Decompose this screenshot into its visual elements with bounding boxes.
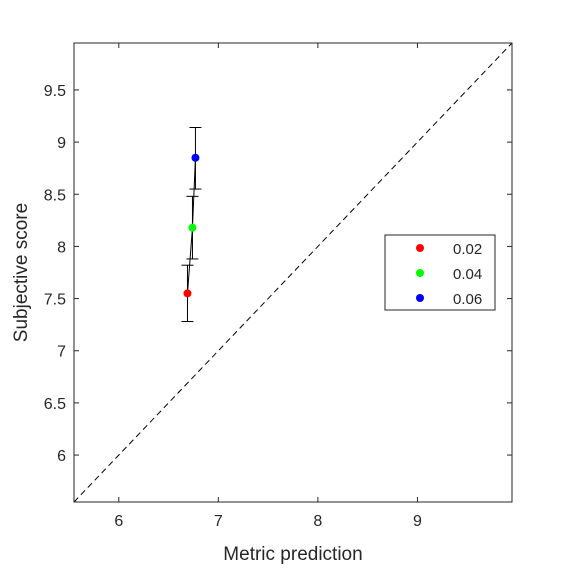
data-point-0.04 xyxy=(188,223,197,232)
legend-marker-0.02 xyxy=(416,244,424,252)
y-tick-label: 9 xyxy=(57,135,66,152)
data-point-0.06 xyxy=(191,153,200,162)
legend-marker-0.06 xyxy=(416,294,424,302)
legend-marker-0.04 xyxy=(416,269,424,277)
legend-box xyxy=(384,234,496,311)
legend-label-0.06: 0.06 xyxy=(453,291,482,308)
y-axis-label: Subjective score xyxy=(11,203,32,342)
x-tick-label: 7 xyxy=(214,513,223,530)
legend-label-0.04: 0.04 xyxy=(453,266,482,283)
x-tick-label: 8 xyxy=(313,513,322,530)
legend-label-0.02: 0.02 xyxy=(453,241,482,258)
x-tick-label: 6 xyxy=(114,513,123,530)
y-tick-label: 6 xyxy=(57,448,66,465)
axes-frame xyxy=(73,42,513,503)
y-tick-label: 8 xyxy=(57,239,66,256)
y-tick-label: 9.5 xyxy=(44,83,66,100)
reference-diagonal-line xyxy=(73,42,513,503)
x-axis-label: Metric prediction xyxy=(223,544,362,565)
x-tick-label: 9 xyxy=(413,513,422,530)
y-tick-label: 6.5 xyxy=(44,396,66,413)
y-tick-label: 7.5 xyxy=(44,292,66,309)
data-point-0.02 xyxy=(183,289,192,298)
y-tick-label: 7 xyxy=(57,344,66,361)
y-tick-label: 8.5 xyxy=(44,187,66,204)
